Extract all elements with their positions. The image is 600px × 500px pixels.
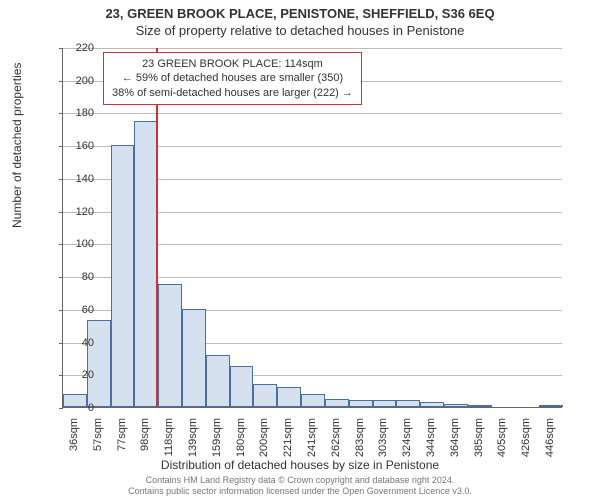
x-tick-label: 180sqm [235, 418, 247, 468]
y-tick-label: 100 [64, 238, 94, 250]
x-tick-label: 77sqm [116, 418, 128, 468]
histogram-bar [230, 366, 254, 407]
y-tick-label: 180 [64, 107, 94, 119]
y-tick-label: 40 [64, 337, 94, 349]
x-axis-label: Distribution of detached houses by size … [0, 458, 600, 472]
y-tick-label: 20 [64, 369, 94, 381]
x-tick-label: 118sqm [163, 418, 175, 468]
x-tick-label: 36sqm [68, 418, 80, 468]
x-tick-label: 303sqm [377, 418, 389, 468]
x-tick-label: 344sqm [425, 418, 437, 468]
footer-line-1: Contains HM Land Registry data © Crown c… [0, 475, 600, 486]
histogram-bar [134, 121, 158, 407]
histogram-bar [158, 284, 182, 407]
y-tick-label: 60 [64, 304, 94, 316]
x-tick-label: 200sqm [258, 418, 270, 468]
x-tick-label: 283sqm [354, 418, 366, 468]
histogram-bar [444, 404, 468, 407]
annotation-line: 38% of semi-detached houses are larger (… [112, 86, 353, 100]
x-tick-label: 241sqm [306, 418, 318, 468]
annotation-line: ← 59% of detached houses are smaller (35… [112, 71, 353, 85]
x-tick-label: 324sqm [401, 418, 413, 468]
x-tick-label: 405sqm [496, 418, 508, 468]
histogram-bar [301, 394, 325, 407]
x-tick-label: 262sqm [330, 418, 342, 468]
gridline [63, 113, 562, 114]
chart-title: 23, GREEN BROOK PLACE, PENISTONE, SHEFFI… [0, 6, 600, 21]
x-tick-label: 159sqm [211, 418, 223, 468]
histogram-bar [87, 320, 111, 407]
chart-subtitle: Size of property relative to detached ho… [0, 23, 600, 38]
y-tick-label: 160 [64, 140, 94, 152]
x-tick-label: 446sqm [544, 418, 556, 468]
y-tick-label: 200 [64, 75, 94, 87]
histogram-bar [539, 405, 563, 407]
x-tick-label: 221sqm [282, 418, 294, 468]
y-tick-label: 80 [64, 271, 94, 283]
x-tick-label: 364sqm [449, 418, 461, 468]
y-tick-label: 220 [64, 42, 94, 54]
histogram-bar [253, 384, 277, 407]
histogram-bar [396, 400, 420, 407]
y-tick-label: 0 [64, 402, 94, 414]
x-tick-label: 98sqm [139, 418, 151, 468]
chart-plot-area: 23 GREEN BROOK PLACE: 114sqm← 59% of det… [62, 48, 562, 408]
histogram-bar [182, 309, 206, 407]
histogram-bar [349, 400, 373, 407]
histogram-bar [420, 402, 444, 407]
footer-attribution: Contains HM Land Registry data © Crown c… [0, 475, 600, 497]
x-tick-label: 385sqm [473, 418, 485, 468]
y-tick-label: 140 [64, 173, 94, 185]
y-tick-label: 120 [64, 206, 94, 218]
x-tick-label: 57sqm [92, 418, 104, 468]
histogram-bar [111, 145, 135, 407]
histogram-bar [373, 400, 397, 407]
x-tick-label: 426sqm [520, 418, 532, 468]
annotation-line: 23 GREEN BROOK PLACE: 114sqm [112, 57, 353, 71]
x-tick-label: 139sqm [187, 418, 199, 468]
footer-line-2: Contains public sector information licen… [0, 486, 600, 497]
histogram-bar [206, 355, 230, 407]
histogram-bar [325, 399, 349, 407]
histogram-bar [277, 387, 301, 407]
y-axis-label: Number of detached properties [10, 63, 24, 228]
annotation-box: 23 GREEN BROOK PLACE: 114sqm← 59% of det… [103, 52, 362, 105]
gridline [63, 48, 562, 49]
histogram-bar [468, 405, 492, 407]
